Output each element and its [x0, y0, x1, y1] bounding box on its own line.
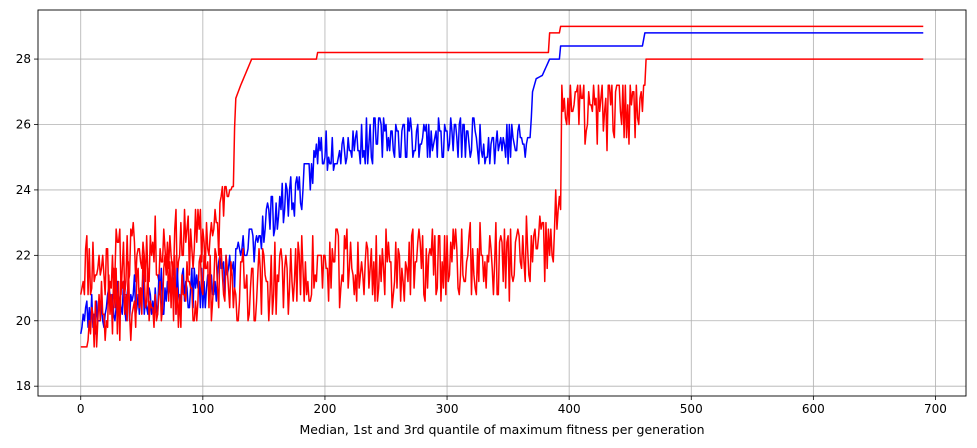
x-tick-label: 600 — [802, 402, 825, 416]
x-tick-label: 500 — [680, 402, 703, 416]
series-line-2 — [80, 58, 924, 348]
y-tick-label: 20 — [16, 314, 31, 328]
x-tick-label: 100 — [191, 402, 214, 416]
y-tick-label: 28 — [16, 52, 31, 66]
y-tick-label: 24 — [16, 183, 31, 197]
y-tick-label: 26 — [16, 117, 31, 131]
series-lines — [80, 25, 924, 348]
x-axis-label: Median, 1st and 3rd quantile of maximum … — [299, 422, 704, 437]
series-line-0 — [80, 25, 924, 302]
grid-lines — [38, 10, 966, 396]
x-tick-label: 700 — [924, 402, 947, 416]
x-tick-label: 400 — [558, 402, 581, 416]
y-tick-label: 22 — [16, 248, 31, 262]
x-tick-label: 0 — [77, 402, 85, 416]
x-tick-label: 200 — [313, 402, 336, 416]
axis-ticks: 0 100 200 300 400 500 600 700 18 20 22 24 26 28 — [16, 52, 947, 416]
x-tick-label: 300 — [436, 402, 459, 416]
plot-frame — [37, 9, 967, 397]
series-line-1 — [80, 32, 924, 335]
y-tick-label: 18 — [16, 379, 31, 393]
